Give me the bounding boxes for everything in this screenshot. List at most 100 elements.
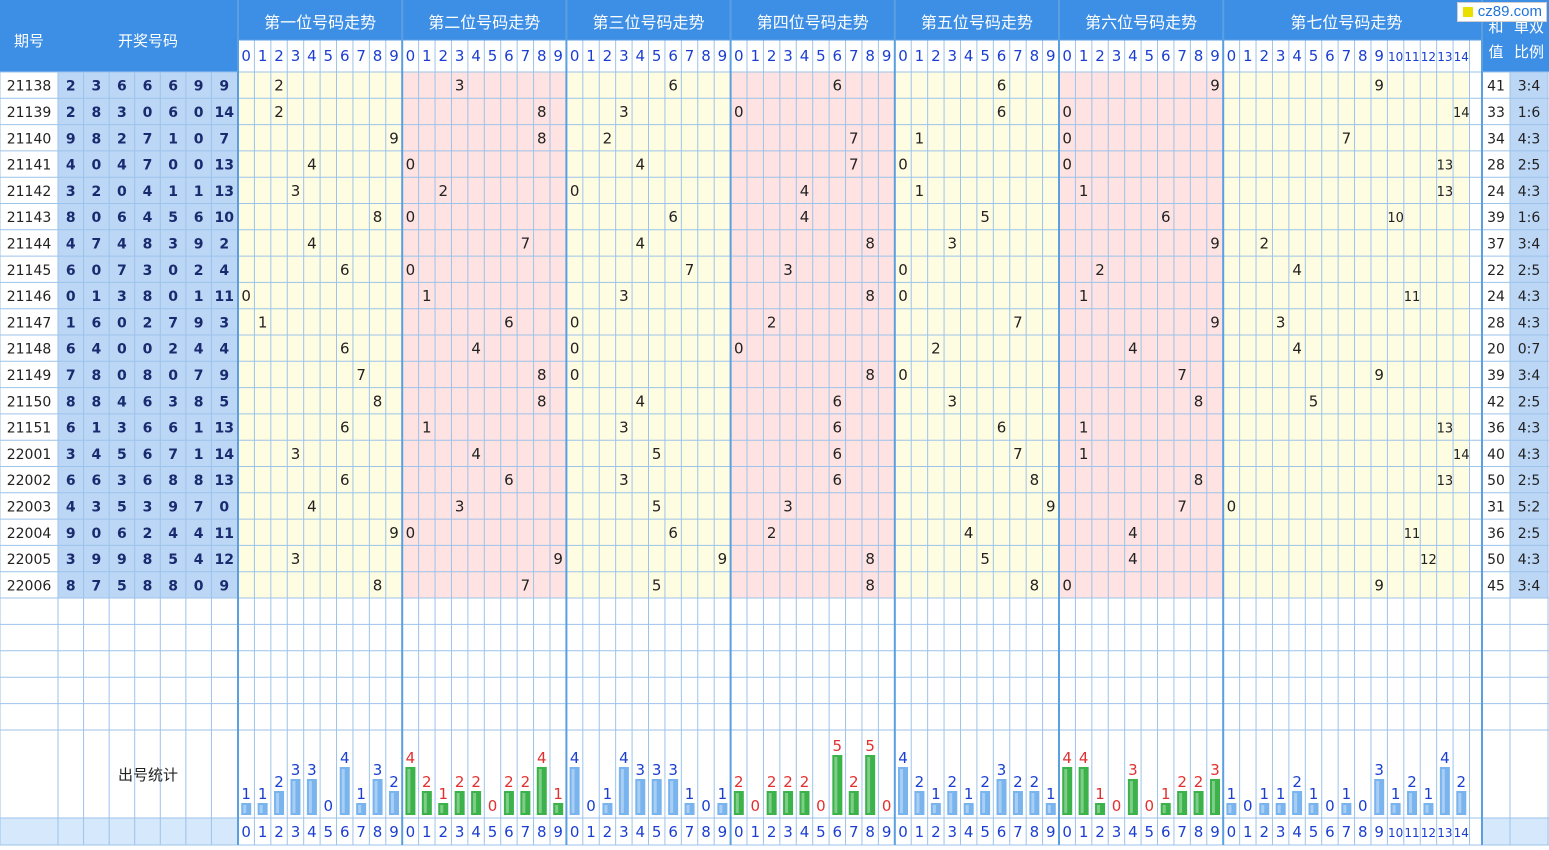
digit-header-label: 8 (1030, 47, 1040, 65)
trend-mark: 4 (471, 445, 481, 463)
draw-digit: 5 (168, 210, 178, 226)
trend-mark: 4 (1128, 340, 1138, 358)
count-bar-highlight (1392, 805, 1396, 813)
draw-digit: 7 (91, 578, 101, 594)
footer-digit-label: 9 (1046, 823, 1056, 841)
footer-digit-label: 4 (471, 823, 481, 841)
count-bar-highlight (620, 769, 624, 813)
trend-mark: 9 (1374, 77, 1384, 95)
trend-mark: 0 (406, 524, 416, 542)
footer-digit-label: 1 (1079, 823, 1089, 841)
footer-digit-label: 8 (537, 823, 547, 841)
ratio-value: 1:6 (1518, 210, 1541, 226)
count-label: 0 (1243, 797, 1253, 815)
footer-digit-label: 6 (504, 823, 514, 841)
count-bar (1374, 779, 1385, 815)
count-bar (1226, 803, 1237, 815)
issue-number: 21145 (7, 263, 52, 279)
count-bar (1045, 803, 1056, 815)
draw-digit: 4 (91, 342, 101, 358)
count-label: 0 (1325, 797, 1335, 815)
digit-header-label: 12 (1421, 50, 1436, 64)
draw-digit: 11 (214, 289, 233, 305)
count-label: 1 (1342, 785, 1352, 803)
ratio-value: 1:6 (1518, 105, 1541, 121)
trend-mark: 2 (931, 340, 941, 358)
trend-mark: 3 (783, 261, 793, 279)
draw-digit: 4 (143, 210, 153, 226)
trend-mark: 7 (1177, 497, 1187, 515)
footer-digit-label: 0 (241, 823, 251, 841)
digit-header-label: 2 (931, 47, 941, 65)
trend-mark: 3 (455, 497, 465, 515)
footer-digit-label: 7 (1013, 823, 1023, 841)
footer-digit-label: 8 (1358, 823, 1368, 841)
trend-mark: 0 (1062, 129, 1072, 147)
trend-mark: 1 (1079, 182, 1089, 200)
draw-digit: 8 (66, 394, 76, 410)
count-bar (963, 803, 974, 815)
draw-digit: 4 (194, 342, 204, 358)
trend-mark: 9 (1210, 77, 1220, 95)
count-bar (1439, 767, 1450, 815)
count-bar (1407, 791, 1418, 815)
draw-digit: 8 (91, 394, 101, 410)
sum-value: 24 (1487, 289, 1505, 305)
count-bar-highlight (341, 769, 345, 813)
sum-value: 42 (1487, 394, 1505, 410)
footer-digit-label: 6 (1161, 823, 1171, 841)
count-bar-highlight (1031, 793, 1035, 813)
draw-digit: 3 (117, 289, 127, 305)
draw-digit: 4 (219, 263, 229, 279)
draw-digit: 7 (219, 131, 229, 147)
count-label: 3 (1374, 761, 1384, 779)
count-label: 2 (1030, 773, 1040, 791)
trend-mark: 1 (422, 419, 432, 437)
count-bar-highlight (473, 793, 477, 813)
count-bar-highlight (670, 781, 674, 813)
count-bar-highlight (308, 781, 312, 813)
footer-digit-label: 3 (619, 823, 629, 841)
trend-mark: 0 (570, 340, 580, 358)
footer-digit-label: 2 (931, 823, 941, 841)
sum-value: 45 (1487, 578, 1505, 594)
draw-digit: 6 (143, 79, 153, 95)
digit-header-label: 6 (1161, 47, 1171, 65)
count-label: 1 (964, 785, 974, 803)
count-bar-highlight (735, 793, 739, 813)
count-label: 1 (931, 785, 941, 803)
digit-header-label: 6 (997, 47, 1007, 65)
draw-digit: 6 (117, 526, 127, 542)
trend-mark: 8 (1194, 471, 1204, 489)
trend-mark: 6 (997, 103, 1007, 121)
footer-digit-label: 7 (849, 823, 859, 841)
digit-header-label: 11 (1404, 50, 1419, 64)
digit-header-label: 8 (373, 47, 383, 65)
trend-mark: 8 (1030, 576, 1040, 594)
digit-header-label: 5 (1309, 47, 1319, 65)
digit-header-label: 7 (521, 47, 531, 65)
trend-mark: 9 (1210, 234, 1220, 252)
trend-mark: 2 (438, 182, 448, 200)
digit-header-label: 1 (750, 47, 760, 65)
count-bar-highlight (719, 805, 723, 813)
digit-header-label: 1 (422, 47, 432, 65)
trend-mark: 5 (980, 550, 990, 568)
digit-header-label: 9 (718, 47, 728, 65)
count-bar-highlight (390, 793, 394, 813)
trend-mark: 7 (521, 576, 531, 594)
digit-header-label: 8 (1194, 47, 1204, 65)
digit-header-label: 14 (1454, 50, 1469, 64)
issue-number: 22006 (7, 578, 52, 594)
trend-mark: 7 (849, 129, 859, 147)
count-bar (1095, 803, 1106, 815)
footer-digit-label: 3 (1112, 823, 1122, 841)
draw-digit: 2 (66, 79, 76, 95)
trend-mark: 6 (997, 419, 1007, 437)
count-label: 4 (1062, 749, 1072, 767)
digit-header-label: 9 (389, 47, 399, 65)
trend-mark: 8 (1194, 392, 1204, 410)
trend-mark: 11 (1404, 290, 1421, 305)
draw-digit: 3 (168, 394, 178, 410)
